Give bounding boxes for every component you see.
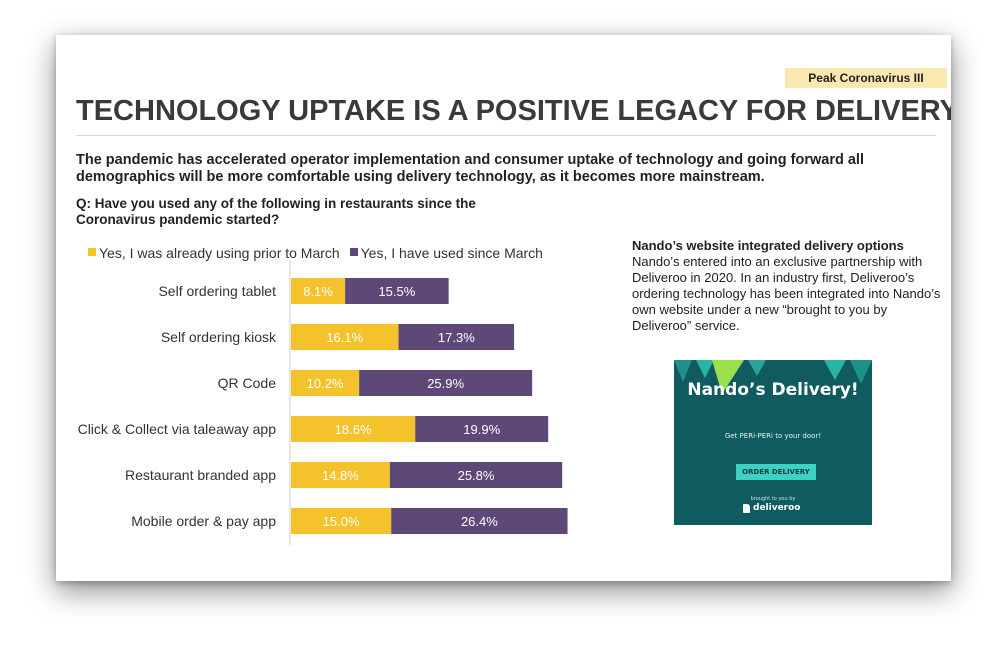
data-label: 15.0% <box>323 514 360 529</box>
bar-segment <box>415 416 549 442</box>
case-study-body: Nando’s entered into an exclusive partne… <box>632 254 941 333</box>
legend-swatch-since <box>349 248 358 257</box>
case-study-heading: Nando’s website integrated delivery opti… <box>632 238 904 253</box>
data-label: 14.8% <box>322 468 359 483</box>
category-label: Self ordering kiosk <box>161 329 277 345</box>
bar-segment <box>291 462 390 488</box>
intro-text: The pandemic has accelerated operator im… <box>76 152 864 185</box>
stacked-bar-chart: Self ordering tablet 8.1% 15.5% Self orderi… <box>78 260 568 545</box>
nandos-promo-image: Nando’s Delivery! Get PERi-PERi to your … <box>674 360 872 525</box>
data-label: 18.6% <box>335 422 372 437</box>
page-title: TECHNOLOGY UPTAKE IS A POSITIVE LEGACY F… <box>76 95 951 127</box>
bar-segment <box>291 324 399 350</box>
slide: Peak Coronavirus III TECHNOLOGY UPTAKE I… <box>56 35 951 581</box>
data-label: 25.9% <box>427 376 464 391</box>
category-label: Self ordering tablet <box>158 283 276 299</box>
data-label: 8.1% <box>303 284 333 299</box>
title-divider <box>76 135 936 136</box>
promo-brand: deliveroo <box>753 503 801 513</box>
bar-segment <box>291 278 346 304</box>
bunting-decoration <box>674 360 872 394</box>
category-label: QR Code <box>218 375 277 391</box>
order-delivery-button[interactable]: ORDER DELIVERY <box>736 464 816 480</box>
data-label: 10.2% <box>307 376 344 391</box>
bar-segment <box>398 324 515 350</box>
legend-label-since: Yes, I have used since March <box>360 245 543 261</box>
category-label: Restaurant branded app <box>125 467 276 483</box>
promo-brought-by: brought to you by <box>750 496 796 502</box>
bar-segment <box>291 416 416 442</box>
chart-legend: Yes, I was already using prior to March … <box>88 245 549 261</box>
bar-segment <box>359 370 533 396</box>
promo-subtitle: Get PERi-PERi to your door! <box>724 432 822 440</box>
bar-segment <box>389 462 563 488</box>
bar-segment <box>345 278 449 304</box>
deliveroo-logo-icon <box>743 504 750 513</box>
data-label: 26.4% <box>461 514 498 529</box>
legend-label-prior: Yes, I was already using prior to March <box>99 245 340 261</box>
data-label: 16.1% <box>326 330 363 345</box>
legend-swatch-prior <box>88 248 96 257</box>
data-label: 15.5% <box>378 284 415 299</box>
legend-item-since: Yes, I have used since March <box>349 245 543 261</box>
bar-segment <box>291 508 392 534</box>
data-label: 17.3% <box>438 330 475 345</box>
category-label: Click & Collect via taleaway app <box>78 421 277 437</box>
data-label: 19.9% <box>463 422 500 437</box>
survey-question: Q: Have you used any of the following in… <box>76 196 476 227</box>
promo-title: Nando’s Delivery! <box>687 380 859 400</box>
section-tag: Peak Coronavirus III <box>785 68 947 88</box>
bar-segment <box>391 508 568 534</box>
case-study: Nando’s website integrated delivery opti… <box>632 238 942 334</box>
bar-segment <box>291 370 360 396</box>
data-label: 25.8% <box>458 468 495 483</box>
legend-item-prior: Yes, I was already using prior to March <box>88 245 344 261</box>
category-label: Mobile order & pay app <box>131 513 276 529</box>
